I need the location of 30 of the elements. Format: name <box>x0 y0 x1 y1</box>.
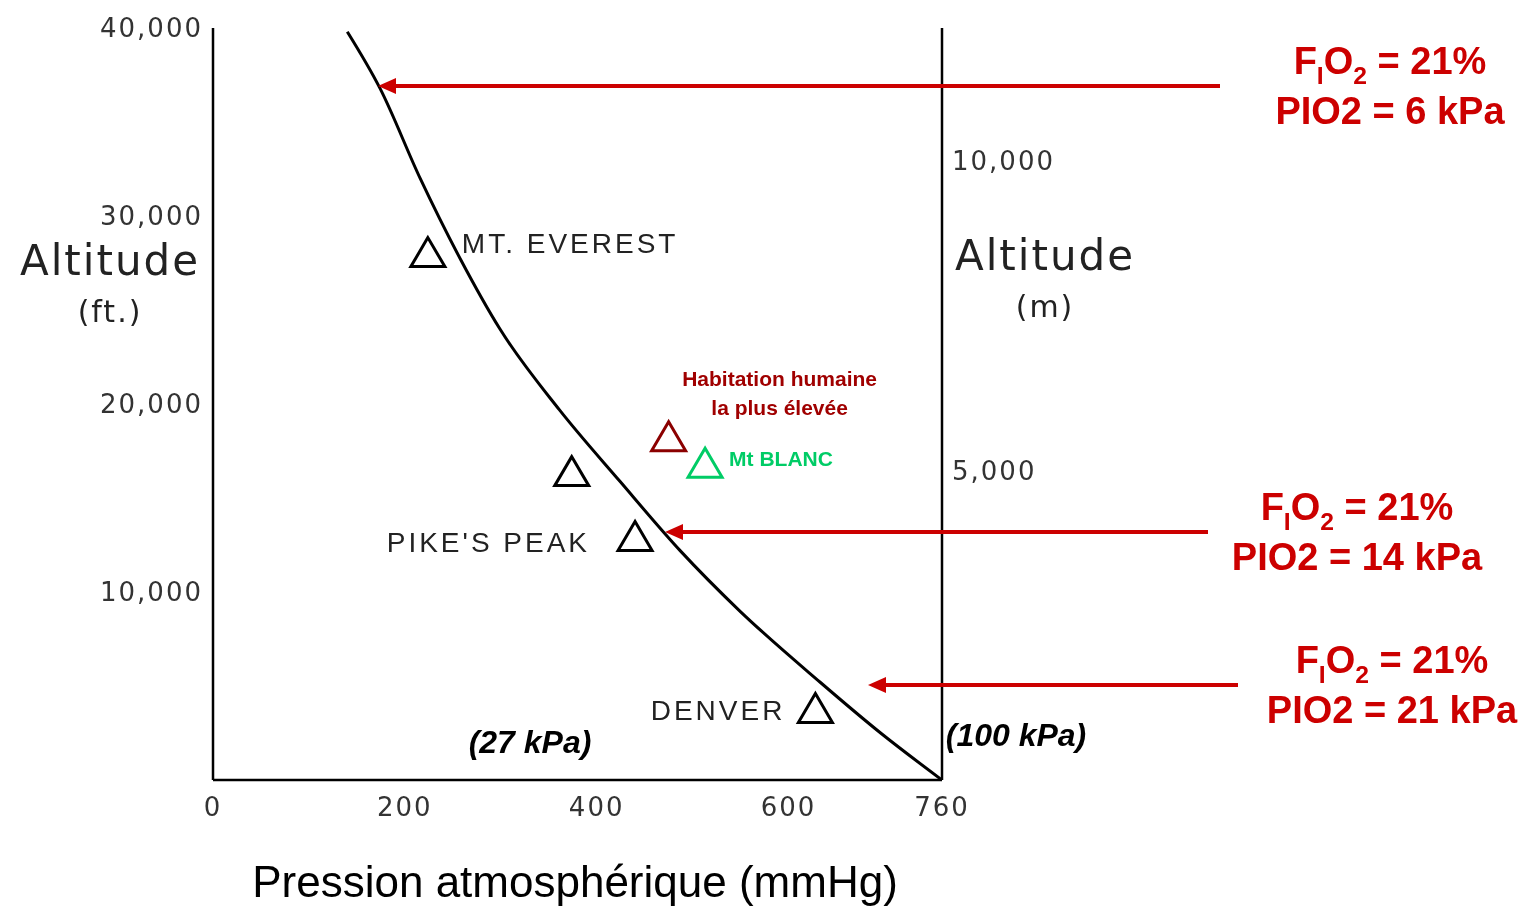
point <box>650 420 688 453</box>
text: (100 kPa) <box>945 717 1087 754</box>
text: F$_{I}$O$_{2}$ = 21% PIO2 = 14 kPa <box>1231 486 1484 579</box>
y2-axis-title: Altitude (m) <box>954 230 1136 324</box>
annotation: (27 kPa) <box>468 724 592 761</box>
y-tick-label: 30,000 <box>100 201 203 232</box>
x-tick-label: 400 <box>568 792 625 823</box>
annotation: DENVER <box>650 694 786 726</box>
point <box>686 446 724 479</box>
y-axis-title: Altitude (ft.) <box>19 235 201 329</box>
y-tick-label: 20,000 <box>100 389 203 420</box>
x-tick-label: 0 <box>203 792 223 823</box>
y2-tick-label: 10,000 <box>952 146 1055 177</box>
y-tick-label: 40,000 <box>100 13 203 44</box>
y2-tick-label: 5,000 <box>952 455 1037 486</box>
x-tick-label: 200 <box>377 792 433 823</box>
annotation: MT. EVEREST <box>461 227 679 259</box>
point <box>796 692 834 724</box>
x-tick-label: 600 <box>760 792 817 823</box>
point <box>553 455 591 488</box>
point <box>616 519 654 552</box>
text: F$_{I}$O$_{2}$ = 21% PIO2 = 6 kPa <box>1275 40 1506 133</box>
annotation: PIKE'S PEAK <box>386 527 591 559</box>
text: F$_{I}$O$_{2}$ = 21% PIO2 = 21 kPa <box>1266 639 1519 732</box>
annotation: Mt BLANC <box>729 446 833 470</box>
point <box>409 236 447 269</box>
y-tick-label: 10,000 <box>100 577 203 608</box>
x-axis-title: Pression atmosphérique (mmHg) <box>252 856 898 906</box>
annotation: Habitation humaine la plus élevée <box>682 366 878 419</box>
x-tick-label: 760 <box>914 792 970 823</box>
